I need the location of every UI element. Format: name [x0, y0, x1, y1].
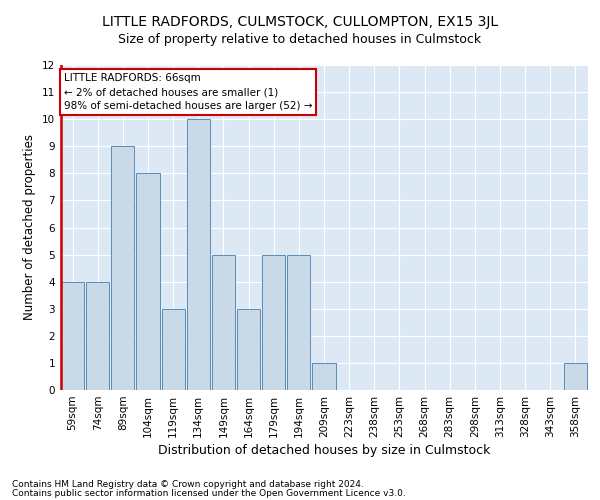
- Text: Contains public sector information licensed under the Open Government Licence v3: Contains public sector information licen…: [12, 490, 406, 498]
- Text: LITTLE RADFORDS: 66sqm
← 2% of detached houses are smaller (1)
98% of semi-detac: LITTLE RADFORDS: 66sqm ← 2% of detached …: [64, 73, 312, 111]
- Bar: [187, 119, 210, 390]
- Bar: [313, 363, 335, 390]
- Bar: [161, 308, 185, 390]
- Bar: [287, 254, 310, 390]
- Bar: [86, 282, 109, 390]
- Bar: [262, 254, 285, 390]
- Bar: [136, 174, 160, 390]
- X-axis label: Distribution of detached houses by size in Culmstock: Distribution of detached houses by size …: [158, 444, 490, 457]
- Bar: [111, 146, 134, 390]
- Bar: [61, 282, 84, 390]
- Bar: [564, 363, 587, 390]
- Bar: [237, 308, 260, 390]
- Y-axis label: Number of detached properties: Number of detached properties: [23, 134, 37, 320]
- Bar: [212, 254, 235, 390]
- Text: Contains HM Land Registry data © Crown copyright and database right 2024.: Contains HM Land Registry data © Crown c…: [12, 480, 364, 489]
- Text: LITTLE RADFORDS, CULMSTOCK, CULLOMPTON, EX15 3JL: LITTLE RADFORDS, CULMSTOCK, CULLOMPTON, …: [102, 15, 498, 29]
- Text: Size of property relative to detached houses in Culmstock: Size of property relative to detached ho…: [118, 32, 482, 46]
